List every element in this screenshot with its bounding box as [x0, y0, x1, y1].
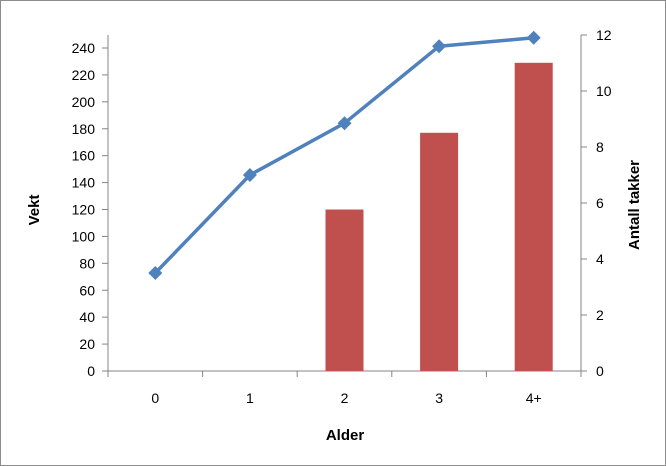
line-point [526, 30, 541, 45]
line-point [242, 168, 257, 182]
line-point [148, 266, 163, 280]
right-tick-label: 12 [596, 27, 612, 43]
bar-series [325, 62, 553, 371]
right-tick-label: 10 [596, 83, 612, 99]
x-tick-label: 3 [435, 390, 443, 406]
left-tick-label: 180 [72, 121, 96, 137]
right-tick-label: 0 [596, 363, 604, 379]
x-tick-label: 4+ [526, 390, 542, 406]
left-tick-label: 220 [72, 67, 96, 83]
tick-labels: 0204060801001201401601802002202400246810… [72, 27, 612, 406]
right-tick-label: 6 [596, 195, 604, 211]
line-series [148, 30, 541, 280]
x-tick-label: 2 [341, 390, 349, 406]
left-tick-label: 60 [79, 282, 95, 298]
bar [514, 62, 553, 371]
right-tick-label: 4 [596, 251, 604, 267]
left-tick-label: 100 [72, 228, 96, 244]
right-tick-label: 2 [596, 307, 604, 323]
left-tick-label: 240 [72, 40, 96, 56]
left-tick-label: 140 [72, 175, 96, 191]
left-tick-label: 200 [72, 94, 96, 110]
right-tick-label: 8 [596, 139, 604, 155]
left-tick-label: 20 [79, 336, 95, 352]
x-axis-title: Alder [326, 427, 365, 444]
line-point [337, 116, 352, 131]
x-tick-label: 1 [246, 390, 254, 406]
left-tick-label: 80 [79, 255, 95, 271]
line-point [432, 39, 447, 54]
y-axis-title-right: Antall takker [626, 160, 643, 250]
bar [325, 209, 364, 371]
x-tick-label: 0 [151, 390, 159, 406]
left-tick-label: 40 [79, 309, 95, 325]
left-tick-label: 160 [72, 148, 96, 164]
left-tick-label: 120 [72, 202, 96, 218]
left-tick-label: 0 [87, 363, 95, 379]
bar [420, 132, 459, 371]
y-axis-title-left: Vekt [26, 195, 43, 226]
